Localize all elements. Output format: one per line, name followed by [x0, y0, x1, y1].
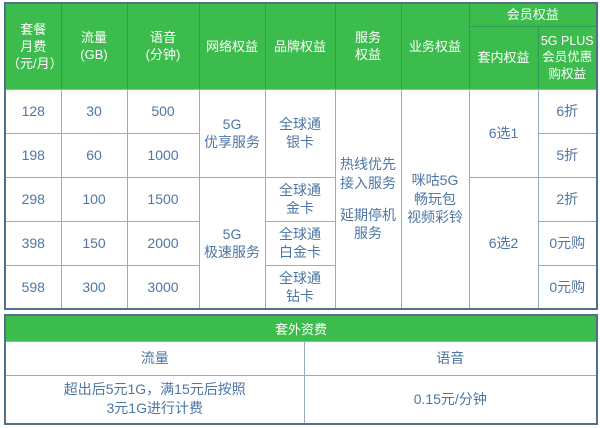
plan-row-128: 128 30 500 5G 优享服务 全球通 银卡 热线优先 接入服务 延期停机…	[4, 88, 598, 310]
data-cell: 30	[60, 88, 128, 134]
brand-benefit-cell: 全球通 金卡	[264, 176, 336, 222]
header-business-benefit: 业务权益	[400, 2, 470, 90]
header-monthly-fee: 套餐 月费 （元/月）	[4, 2, 63, 90]
service-benefit-item: 延期停机 服务	[340, 206, 396, 241]
service-benefit-item: 热线优先 接入服务	[340, 156, 396, 191]
header-data: 流量 (GB)	[60, 2, 128, 90]
plus-discount-cell: 6折	[537, 88, 598, 134]
header-in-plan-benefit: 套内权益	[468, 25, 539, 90]
header-network-benefit: 网络权益	[198, 2, 266, 90]
service-benefit-list: 热线优先 接入服务 延期停机 服务	[337, 155, 400, 242]
plus-discount-cell: 2折	[537, 176, 598, 222]
brand-benefit-cell: 全球通 银卡	[264, 88, 336, 178]
voice-cell: 500	[126, 88, 200, 134]
data-cell: 100	[60, 176, 128, 222]
plan-row-198: 198 60 1000 5折	[4, 132, 598, 178]
header-5gplus-benefit: 5G PLUS 会员优惠 购权益	[537, 25, 598, 90]
overage-voice-header: 语音	[303, 340, 598, 376]
overage-voice-rate: 0.15元/分钟	[303, 374, 598, 425]
overage-header-row: 流量 语音	[4, 340, 598, 376]
header-service-benefit: 服务 权益	[334, 2, 402, 90]
network-benefit-cell: 5G 极速服务	[198, 176, 266, 310]
voice-cell: 1000	[126, 132, 200, 178]
header-voice: 语音 (分钟)	[126, 2, 200, 90]
brand-benefit-cell: 全球通 钻卡	[264, 264, 336, 310]
overage-data-rate: 超出后5元1G，满15元后按照 3元1G进行计费	[4, 374, 305, 425]
in-plan-benefit-cell: 6选2	[468, 176, 539, 310]
data-cell: 300	[60, 264, 128, 310]
fee-cell: 298	[4, 176, 62, 222]
plus-discount-cell: 5折	[537, 132, 598, 178]
overage-data-header: 流量	[4, 340, 305, 376]
plan-row-598: 598 300 3000 全球通 钻卡 0元购	[4, 264, 598, 310]
plan-row-298: 298 100 1500 5G 极速服务 全球通 金卡 6选2 2折	[4, 176, 598, 310]
in-plan-benefit-cell: 6选1	[468, 88, 539, 178]
data-cell: 150	[60, 220, 128, 266]
header-brand-benefit: 品牌权益	[264, 2, 336, 90]
header-membership-benefit: 会员权益	[468, 2, 598, 27]
overage-table: 套外资费 流量 语音 超出后5元1G，满15元后按照 3元1G进行计费 0.15…	[4, 314, 599, 425]
overage-title-row: 套外资费	[4, 314, 598, 342]
voice-cell: 2000	[126, 220, 200, 266]
brand-benefit-cell: 全球通 白金卡	[264, 220, 336, 266]
data-cell: 60	[60, 132, 128, 178]
voice-cell: 1500	[126, 176, 200, 222]
network-benefit-cell: 5G 优享服务	[198, 88, 266, 178]
business-benefit-cell: 咪咕5G 畅玩包 视频彩铃	[400, 88, 470, 310]
fee-cell: 198	[4, 132, 62, 178]
overage-value-row: 超出后5元1G，满15元后按照 3元1G进行计费 0.15元/分钟	[4, 374, 598, 425]
plus-discount-cell: 0元购	[537, 264, 598, 310]
plans-table: 套餐 月费 （元/月） 流量 (GB) 语音 (分钟) 网络权益 品牌权益 服务…	[4, 2, 599, 310]
fee-cell: 598	[4, 264, 62, 310]
fee-cell: 128	[4, 88, 62, 134]
voice-cell: 3000	[126, 264, 200, 310]
overage-title: 套外资费	[4, 314, 598, 342]
plan-row-398: 398 150 2000 全球通 白金卡 0元购	[4, 220, 598, 266]
service-benefit-cell: 热线优先 接入服务 延期停机 服务	[334, 88, 402, 310]
fee-cell: 398	[4, 220, 62, 266]
plus-discount-cell: 0元购	[537, 220, 598, 266]
